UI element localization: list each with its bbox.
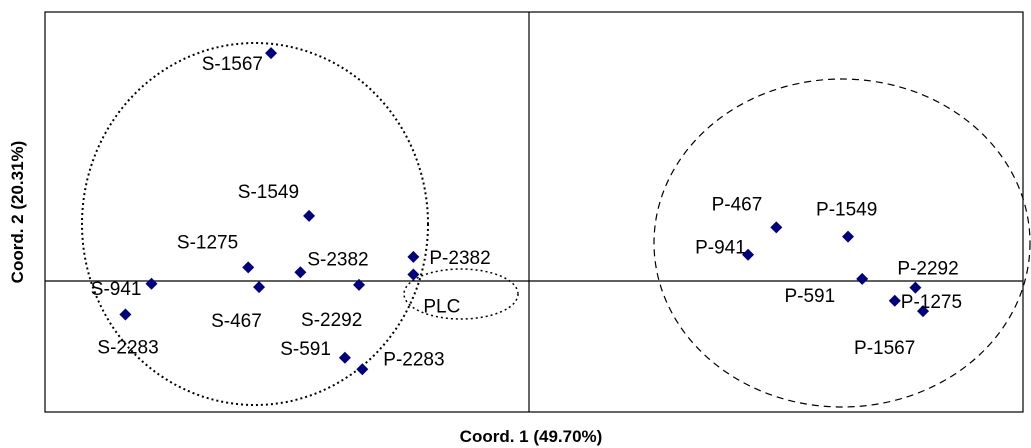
point-label-p-1275: P-1275 <box>901 292 962 313</box>
point-marker-s-941 <box>145 277 158 290</box>
point-label-p-2283: P-2283 <box>383 349 444 370</box>
point-label-s-1549: S-1549 <box>238 182 299 203</box>
point-label-s-2382: S-2382 <box>307 249 368 270</box>
point-label-p-941: P-941 <box>695 238 746 259</box>
point-label-plc: PLC <box>423 296 460 317</box>
point-marker-s-2382 <box>294 266 307 279</box>
point-marker-s-591 <box>338 351 351 364</box>
point-marker-p-2382 <box>407 250 420 263</box>
point-marker-p-2292 <box>909 281 922 294</box>
point-marker-s-1567 <box>265 47 278 60</box>
point-label-p-591: P-591 <box>784 286 835 307</box>
point-marker-p-941 <box>742 248 755 261</box>
point-marker-p-2283 <box>356 363 369 376</box>
point-marker-s-467 <box>253 281 266 294</box>
point-label-p-1567: P-1567 <box>854 338 915 359</box>
point-marker-p-1549 <box>842 230 855 243</box>
point-label-p-467: P-467 <box>712 194 763 215</box>
point-marker-p-1275 <box>888 294 901 307</box>
point-marker-p-591 <box>856 272 869 285</box>
y-axis-title: Coord. 2 (20.31%) <box>8 141 27 284</box>
point-label-s-2292: S-2292 <box>301 310 362 331</box>
point-label-s-1275: S-1275 <box>177 232 238 253</box>
point-label-s-467: S-467 <box>211 311 262 332</box>
labels-layer: S-1567 S-1549 S-1275 S-2382 S-941 S-467 S-2292… <box>91 54 962 370</box>
point-marker-s-1275 <box>242 261 255 274</box>
point-label-p-2292: P-2292 <box>897 259 958 280</box>
point-label-s-1567: S-1567 <box>202 54 263 75</box>
point-marker-s-1549 <box>303 209 316 222</box>
group-ellipse-s <box>81 42 429 406</box>
point-marker-plc <box>407 268 420 281</box>
point-marker-s-2283 <box>119 308 132 321</box>
group-ellipse-plc <box>403 268 519 320</box>
point-marker-p-1567 <box>917 305 930 318</box>
point-label-s-591: S-591 <box>280 339 331 360</box>
point-label-s-2283: S-2283 <box>97 337 158 358</box>
points-layer <box>119 47 930 376</box>
point-marker-p-467 <box>770 221 783 234</box>
point-marker-s-2292 <box>353 278 366 291</box>
point-label-p-1549: P-1549 <box>816 200 877 221</box>
point-label-p-2382: P-2382 <box>429 248 490 269</box>
point-label-s-941: S-941 <box>91 279 142 300</box>
plot-area-frame <box>44 11 1024 413</box>
x-axis-title: Coord. 1 (49.70%) <box>460 427 603 446</box>
group-ellipse-p <box>653 78 1031 408</box>
